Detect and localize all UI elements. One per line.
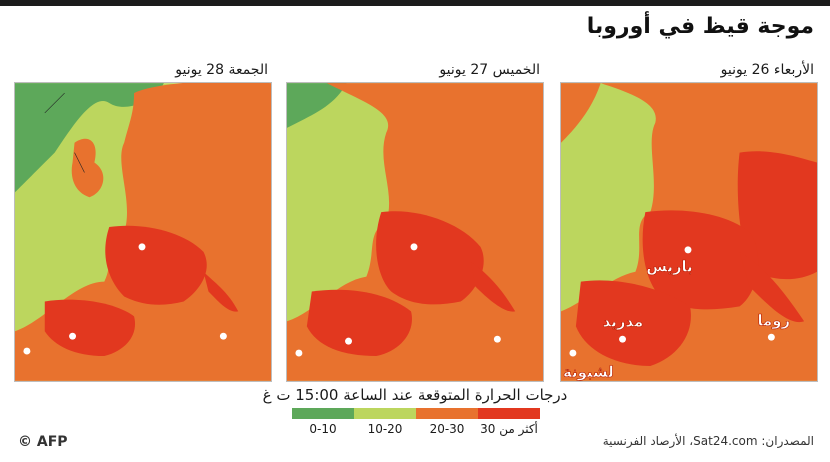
panel-date: الخميس 27 يونيو xyxy=(439,62,540,78)
top-rule xyxy=(0,0,830,6)
city-marker-paris xyxy=(410,243,418,251)
city-marker-lisbon xyxy=(295,349,303,357)
legend-swatch-over-30 xyxy=(478,408,540,419)
legend-label: 0-10 xyxy=(309,422,337,436)
heat-map-friday xyxy=(14,82,272,382)
city-label-rome: روما xyxy=(757,311,790,329)
city-marker-lisbon xyxy=(23,347,31,355)
temperature-legend: 0-10 10-20 20-30 أكثر من 30 xyxy=(292,408,540,436)
city-label-paris: باريس xyxy=(646,258,692,276)
city-marker-rome xyxy=(767,333,775,341)
heat-map-wednesday: باريس مدريد لشبونة روما xyxy=(560,82,818,382)
city-marker-madrid xyxy=(619,335,626,343)
panel-date: الجمعة 28 يونيو xyxy=(175,62,268,78)
sources-note: المصدران: Sat24.com، الأرصاد الفرنسية xyxy=(602,434,814,448)
heat-map-thursday xyxy=(286,82,544,382)
map-panel-thursday: الخميس 27 يونيو xyxy=(286,58,544,382)
afp-credit: © AFP xyxy=(18,434,68,450)
city-marker-paris xyxy=(684,246,692,254)
city-marker-rome xyxy=(219,332,227,340)
legend-title: درجات الحرارة المتوقعة عند الساعة 15:00 … xyxy=(262,386,568,404)
legend-swatch-0-10 xyxy=(292,408,354,419)
legend-swatch-20-30 xyxy=(416,408,478,419)
map-panel-wednesday: الأربعاء 26 يونيو باريس مدريد لشبونة روم… xyxy=(560,58,818,382)
page-title: موجة قيظ في أوروبا xyxy=(586,14,814,39)
legend-label: أكثر من 30 xyxy=(480,422,538,436)
map-panel-friday: الجمعة 28 يونيو xyxy=(14,58,272,382)
legend-label: 20-30 xyxy=(429,422,465,436)
city-label-madrid: مدريد xyxy=(603,312,644,330)
legend-label: 10-20 xyxy=(367,422,403,436)
city-marker-lisbon xyxy=(569,349,577,357)
city-marker-paris xyxy=(138,243,146,251)
city-marker-madrid xyxy=(345,337,352,345)
city-marker-madrid xyxy=(69,332,77,340)
city-label-lisbon: لشبونة xyxy=(563,363,614,381)
legend-swatch-10-20 xyxy=(354,408,416,419)
panel-date: الأربعاء 26 يونيو xyxy=(720,62,814,78)
city-marker-rome xyxy=(493,335,501,343)
